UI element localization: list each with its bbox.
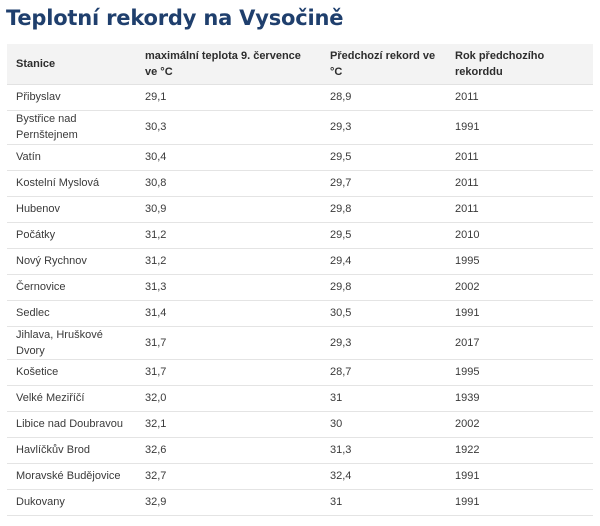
cell-prev-record: 30,5 xyxy=(330,307,352,319)
cell-prev-year: 2011 xyxy=(455,177,479,189)
records-table: Stanice maximální teplota 9. července ve… xyxy=(7,44,593,516)
cell-max-temp: 31,7 xyxy=(145,336,167,349)
cell-station: Sedlec xyxy=(16,307,50,319)
cell-prev-record: 29,3 xyxy=(330,336,352,349)
cell-max-temp: 32,0 xyxy=(145,392,167,404)
cell-prev-record: 29,7 xyxy=(330,177,352,189)
cell-prev-year: 1991 xyxy=(455,470,480,482)
column-header-prev-year: Rok předchozího rekorddu xyxy=(446,44,593,85)
page-title: Teplotní rekordy na Vysočině xyxy=(6,6,344,30)
cell-prev-record: 28,7 xyxy=(330,366,352,378)
cell-prev-record: 29,5 xyxy=(330,151,352,163)
cell-prev-year: 1991 xyxy=(455,307,480,319)
table-row: Přibyslav 29,1 28,9 2011 xyxy=(7,84,593,110)
table-row: Velké Meziříčí 32,0 31 1939 xyxy=(7,385,593,411)
column-header-prev-record: Předchozí rekord ve °C xyxy=(321,44,446,85)
table-row: Košetice 31,7 28,7 1995 xyxy=(7,359,593,385)
cell-max-temp: 30,4 xyxy=(145,151,167,163)
cell-max-temp: 31,3 xyxy=(145,281,167,293)
cell-prev-record: 31 xyxy=(330,496,343,508)
cell-station: Přibyslav xyxy=(16,91,61,103)
cell-prev-year: 2011 xyxy=(455,91,479,103)
cell-prev-year: 2010 xyxy=(455,229,480,241)
table-row: Dukovany 32,9 31 1991 xyxy=(7,489,593,515)
cell-station: Velké Meziříčí xyxy=(16,392,85,404)
cell-prev-record: 29,5 xyxy=(330,229,352,241)
cell-prev-record: 29,4 xyxy=(330,255,352,267)
cell-prev-year: 1995 xyxy=(455,366,480,378)
cell-prev-record: 29,8 xyxy=(330,281,352,293)
table-row: Sedlec 31,4 30,5 1991 xyxy=(7,300,593,326)
table-body: Přibyslav 29,1 28,9 2011 Bystřice nad Pernšt… xyxy=(7,84,593,515)
cell-prev-year: 1991 xyxy=(455,496,480,508)
header-row: Stanice maximální teplota 9. července ve… xyxy=(7,44,593,85)
table-row: Bystřice nad Pernštejnem 30,3 29,3 1991 xyxy=(7,110,593,144)
cell-prev-year: 1995 xyxy=(455,255,480,267)
cell-prev-year: 2011 xyxy=(455,203,479,215)
cell-prev-record: 31 xyxy=(330,392,343,404)
cell-station: Kostelní Myslová xyxy=(16,177,100,189)
cell-station: Nový Rychnov xyxy=(16,255,87,267)
cell-prev-year: 2002 xyxy=(455,281,480,293)
column-header-station: Stanice xyxy=(7,44,136,85)
cell-max-temp: 30,9 xyxy=(145,203,167,215)
table-row: Počátky 31,2 29,5 2010 xyxy=(7,222,593,248)
table-header: Stanice maximální teplota 9. července ve… xyxy=(7,44,593,85)
cell-prev-record: 29,3 xyxy=(330,121,352,133)
cell-prev-record: 32,4 xyxy=(330,470,352,482)
cell-max-temp: 31,4 xyxy=(145,307,167,319)
cell-prev-year: 2011 xyxy=(455,151,479,163)
table-row: Hubenov 30,9 29,8 2011 xyxy=(7,196,593,222)
cell-max-temp: 31,7 xyxy=(145,366,167,378)
cell-prev-record: 31,3 xyxy=(330,444,352,456)
cell-prev-year: 2002 xyxy=(455,418,480,430)
cell-max-temp: 31,2 xyxy=(145,255,167,267)
cell-prev-record: 29,8 xyxy=(330,203,352,215)
table-row: Moravské Budějovice 32,7 32,4 1991 xyxy=(7,463,593,489)
table-row: Libice nad Doubravou 32,1 30 2002 xyxy=(7,411,593,437)
cell-station: Havlíčkův Brod xyxy=(16,444,90,456)
cell-station: Černovice xyxy=(16,281,66,293)
cell-prev-year: 1922 xyxy=(455,444,480,456)
cell-station: Bystřice nad Pernštejnem xyxy=(16,113,78,141)
cell-station: Vatín xyxy=(16,151,41,163)
cell-max-temp: 32,6 xyxy=(145,444,167,456)
cell-station: Jihlava, Hruškové Dvory xyxy=(16,328,103,357)
table-row: Vatín 30,4 29,5 2011 xyxy=(7,144,593,170)
cell-station: Košetice xyxy=(16,366,59,378)
cell-station: Moravské Budějovice xyxy=(16,470,121,482)
cell-max-temp: 32,1 xyxy=(145,418,167,430)
column-header-max-temp: maximální teplota 9. července ve °C xyxy=(136,44,321,85)
table-row: Havlíčkův Brod 32,6 31,3 1922 xyxy=(7,437,593,463)
cell-max-temp: 29,1 xyxy=(145,91,167,103)
cell-max-temp: 30,8 xyxy=(145,177,167,189)
table-row: Jihlava, Hruškové Dvory 31,7 29,3 2017 xyxy=(7,326,593,359)
cell-station: Počátky xyxy=(16,229,56,241)
table-row: Nový Rychnov 31,2 29,4 1995 xyxy=(7,248,593,274)
cell-station: Libice nad Doubravou xyxy=(16,418,124,430)
cell-station: Dukovany xyxy=(16,496,65,508)
cell-max-temp: 31,2 xyxy=(145,229,167,241)
table-row: Černovice 31,3 29,8 2002 xyxy=(7,274,593,300)
cell-max-temp: 32,7 xyxy=(145,470,167,482)
cell-max-temp: 32,9 xyxy=(145,496,167,508)
table-row: Kostelní Myslová 30,8 29,7 2011 xyxy=(7,170,593,196)
cell-station: Hubenov xyxy=(16,203,61,215)
cell-prev-record: 30 xyxy=(330,418,343,430)
cell-max-temp: 30,3 xyxy=(145,121,167,133)
cell-prev-year: 2017 xyxy=(455,336,480,349)
cell-prev-year: 1939 xyxy=(455,392,480,404)
cell-prev-record: 28,9 xyxy=(330,91,352,103)
cell-prev-year: 1991 xyxy=(455,121,480,133)
